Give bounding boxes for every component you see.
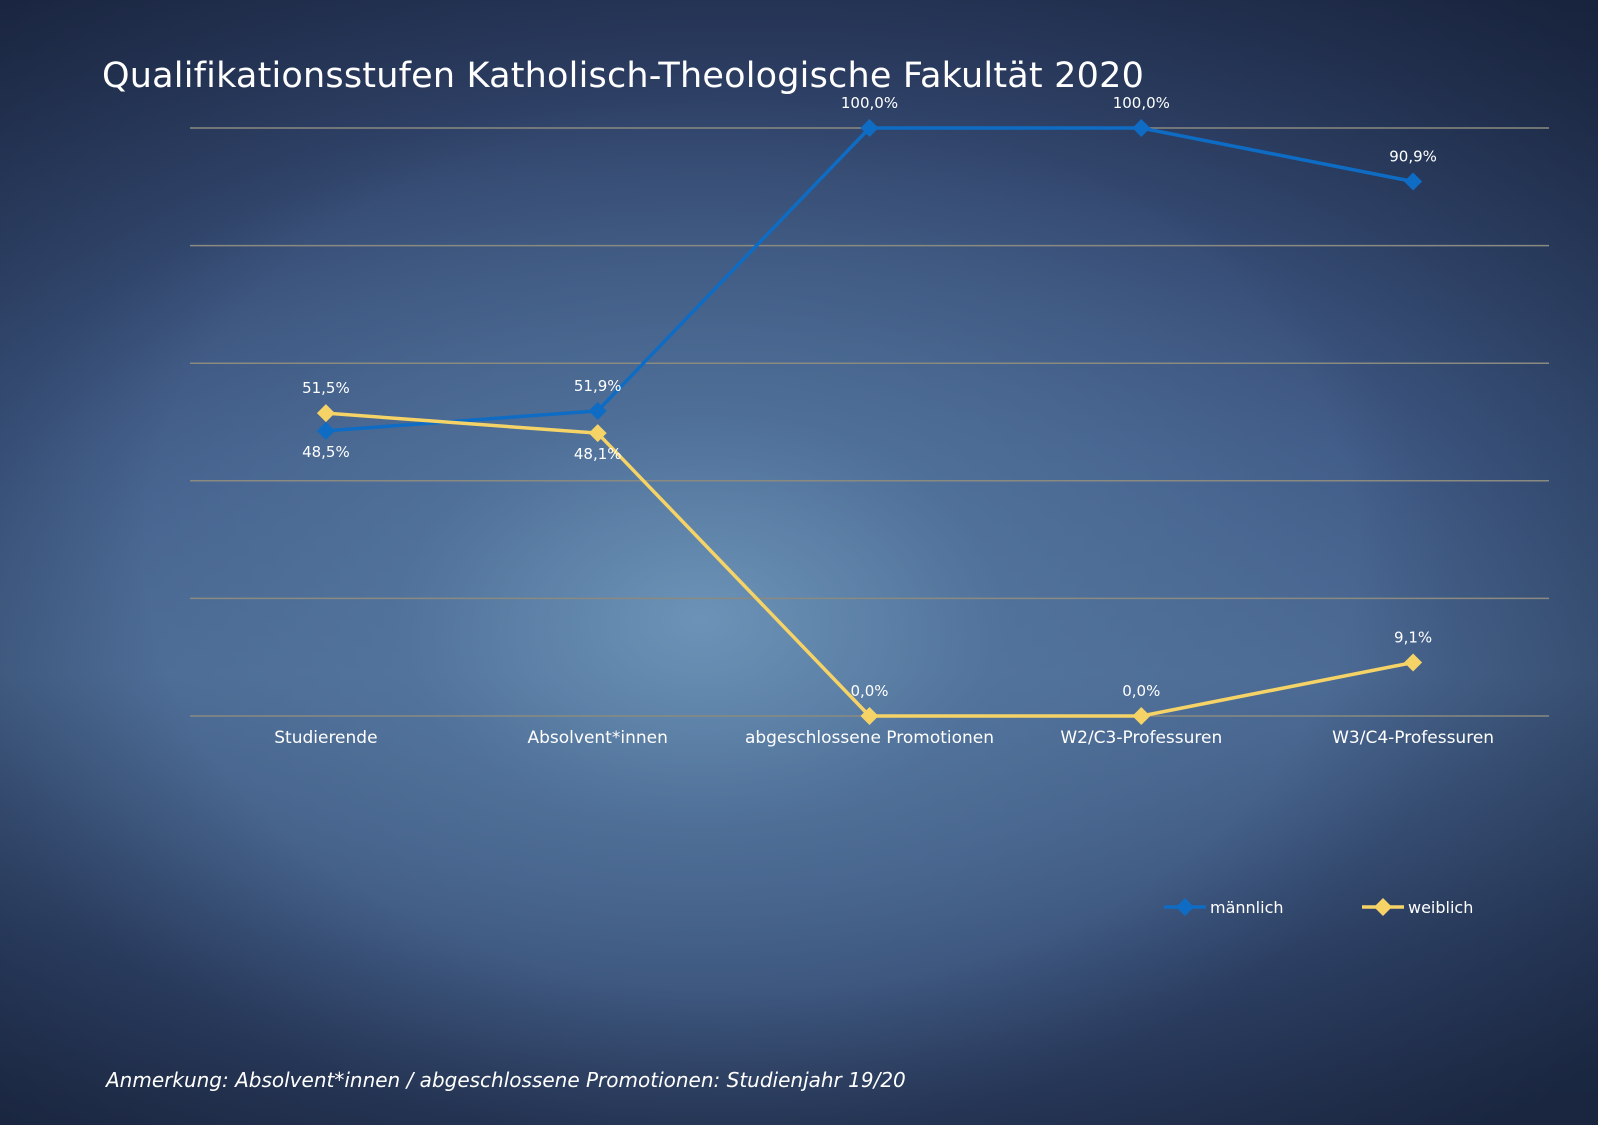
data-point-marker [1132,707,1151,725]
data-label: 90,9% [1389,148,1437,166]
data-label: 48,1% [574,445,622,463]
data-point-marker [1404,172,1423,191]
data-label: 100,0% [841,94,898,112]
data-point-marker [316,404,335,423]
data-point-marker [860,119,879,137]
data-point-marker [860,707,879,725]
legend-marker [1176,898,1194,916]
x-tick-label: W3/C4-Professuren [1332,728,1494,748]
data-label: 9,1% [1394,628,1432,646]
legend-marker [1374,898,1392,916]
x-tick-label: W2/C3-Professuren [1060,728,1222,748]
data-label: 51,9% [574,377,622,395]
chart-title: Qualifikationsstufen Katholisch-Theologi… [102,56,1145,96]
series-line-männlich [325,126,1414,433]
data-point-marker [316,421,335,440]
legend-label: weiblich [1408,898,1473,917]
data-label: 48,5% [302,443,350,461]
x-tick-label: Studierende [274,728,377,748]
footnote: Anmerkung: Absolvent*innen / abgeschloss… [106,1068,906,1092]
x-tick-label: abgeschlossene Promotionen [745,728,994,748]
data-point-marker [588,401,607,420]
data-label: 0,0% [1122,682,1160,700]
data-label: 51,5% [302,379,350,397]
series-line-weiblich [325,411,1414,718]
data-label: 100,0% [1113,94,1170,112]
data-point-marker [588,424,607,443]
data-label: 0,0% [850,682,888,700]
data-point-marker [1132,119,1151,137]
x-tick-label: Absolvent*innen [528,728,668,748]
data-point-marker [1404,653,1423,672]
legend-label: männlich [1210,898,1284,917]
